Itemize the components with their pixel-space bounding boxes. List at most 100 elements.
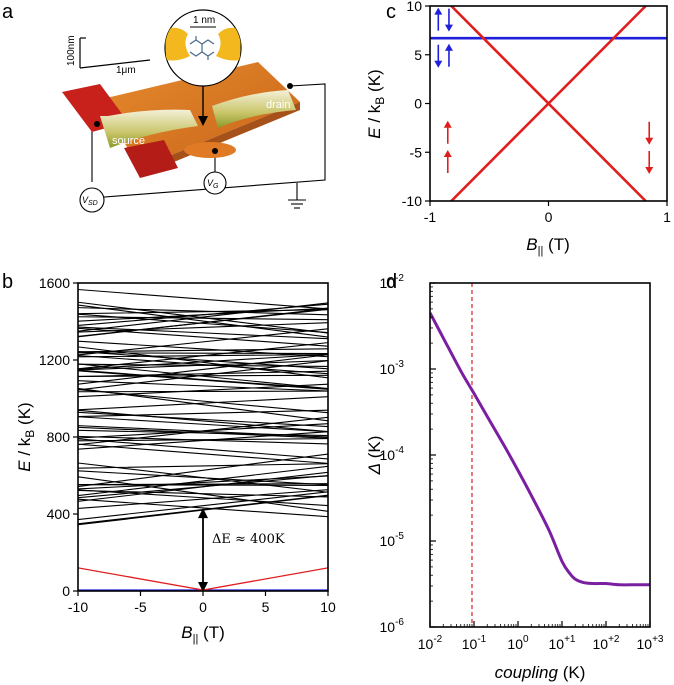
excited-level-line [78,342,328,370]
b-xtick-label: -10 [68,599,88,615]
panel-b-chart: ΔE ≈ 400K -10 -5 0 5 10 0 400 800 1200 1600 E / k… [15,275,336,645]
b-xtick-label: -5 [134,599,147,615]
b-xtick-label: 10 [320,599,336,615]
excited-level-line [78,489,328,509]
panel-a-device: 100nm 1μm source drain [62,9,326,213]
drain-label: drain [266,99,290,111]
excited-level-line [78,453,328,488]
inset-scale-label: 1 nm [193,15,215,26]
excited-level-line [78,322,328,333]
d-xtick-label: 100 [507,634,529,652]
panel-label-b: b [2,271,13,293]
c-ytick-label: -10 [402,193,422,209]
b-ytick-label: 0 [62,583,70,599]
inset-molecule [164,9,242,87]
excited-level-line [78,411,328,428]
c-series-group [430,6,667,201]
d-ytick-label: 10-6 [380,617,405,635]
vg-label: V [207,178,214,188]
gate-region [184,142,236,158]
c-ytick-label: 5 [414,47,422,63]
scale-horizontal-label: 1μm [116,65,136,76]
d-ticks: 10-2 10-1 100 10+1 10+2 10+3 10-6 10-5 10-4 10-3 1… [380,273,664,652]
excited-level-line [78,491,328,521]
vg-sub: G [213,183,219,190]
excited-level-line [78,308,328,338]
excited-level-line [78,360,328,391]
excited-level-line [78,363,328,390]
excited-levels [78,288,328,526]
spin-arrow-up [443,150,452,173]
spin-arrow-head [434,7,443,15]
excited-level-line [78,340,328,358]
svg-text:VG: VG [207,178,219,190]
excited-level-line [78,429,328,437]
spin-arrow-head [645,167,654,174]
excited-level-line [78,465,328,497]
vsd-meter [79,187,105,213]
excited-level-line [78,383,328,398]
excited-level-line [78,346,328,379]
lead-right [124,140,178,178]
spin-arrow-down [434,44,443,68]
excited-level-line [78,353,328,370]
c-ytick-label: 0 [414,96,422,112]
spin-arrow-head [443,150,452,157]
d-y-axis-label: Δ (K) [365,436,384,476]
b-ytick-label: 1200 [39,352,70,368]
source-label: source [112,135,145,147]
svg-text:VSD: VSD [82,195,98,207]
excited-level-line [78,476,328,512]
vg-meter [203,171,227,195]
d-ytick-label: 10-4 [380,445,405,463]
d-axes-frame [429,282,651,628]
panel-label-d: d [386,271,397,293]
excited-level-line [78,409,328,433]
excited-level-line [78,416,328,433]
d-series-group [430,312,650,587]
excited-level-line [78,498,328,518]
scale-vertical-label: 100nm [66,35,77,66]
spin-arrow-head [443,120,452,128]
excited-level-line [78,302,328,332]
excited-level-line [78,348,328,353]
excited-level-line [78,396,328,411]
spin-arrow-head [645,137,654,145]
d-xtick-label: 10-1 [462,634,487,652]
panel-d-chart: 10-2 10-1 100 10+1 10+2 10+3 10-6 10-5 10-4 10-3 1… [365,273,664,682]
delta-e-arrowhead-top [198,508,208,519]
excited-level-line [78,416,328,446]
delta-e-annotation: ΔE ≈ 400K [212,532,285,547]
substrate [98,62,300,168]
excited-level-line [78,304,328,338]
d-xtick-label: 10+3 [637,634,664,652]
d-series-gap [430,312,650,587]
excited-level-line [78,471,328,502]
b-annotation-group: ΔE ≈ 400K [198,508,299,593]
source-electrode [100,109,198,148]
b-y-axis-label: E / kB (K) [15,402,37,471]
panel-label-a: a [2,1,14,23]
excited-level-line [78,380,328,392]
excited-level-line [78,313,328,334]
spin-arrow-up [443,120,452,144]
d-x-axis-label: coupling (K) [495,663,586,682]
delta-e-arrowhead-bottom [198,582,208,593]
spin-arrow-down [645,121,654,145]
b-ytick-label: 1600 [39,275,70,291]
excited-level-line [78,327,328,347]
excited-level-line [78,369,328,390]
excited-level-line [78,475,328,490]
d-xtick-label: 10+1 [549,634,576,652]
d-ytick-label: 10-2 [380,273,405,291]
c-xtick-label: 0 [545,209,553,225]
drain-electrode [212,90,296,128]
excited-level-line [78,288,328,310]
spin-arrow-head [444,43,453,51]
b-ytick-label: 800 [47,429,71,445]
b-ytick-label: 400 [47,506,71,522]
excited-level-line [78,354,328,385]
